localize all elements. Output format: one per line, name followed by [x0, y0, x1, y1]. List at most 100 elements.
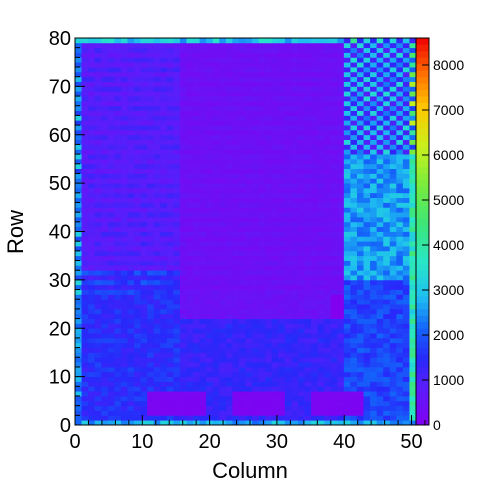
heatmap-cell [186, 304, 194, 310]
heatmap-cell [199, 144, 207, 150]
heatmap-cell [330, 352, 338, 358]
heatmap-cell [225, 333, 233, 339]
heatmap-cell [232, 178, 240, 184]
colorbar-segment [416, 302, 429, 310]
heatmap-cell [330, 250, 338, 257]
heatmap-cell [402, 337, 410, 344]
heatmap-cell [311, 386, 319, 392]
heatmap-cell [199, 391, 207, 397]
heatmap-cell [134, 342, 141, 348]
heatmap-cell [245, 289, 253, 295]
heatmap-cell [232, 328, 240, 334]
heatmap-cell [101, 100, 109, 107]
heatmap-cell [75, 420, 82, 426]
heatmap-cell [114, 144, 122, 150]
heatmap-cell [81, 134, 89, 140]
heatmap-cell [232, 260, 240, 266]
heatmap-cell [363, 328, 371, 334]
heatmap-cell [114, 168, 122, 174]
heatmap-cell [304, 255, 312, 261]
heatmap-cell [94, 246, 102, 252]
heatmap-cell [271, 362, 279, 368]
heatmap-cell [343, 236, 351, 242]
heatmap-cell [337, 284, 345, 290]
heatmap-cell [127, 381, 135, 387]
heatmap-cell [173, 42, 181, 49]
heatmap-cell [324, 38, 332, 44]
heatmap-cell [114, 173, 122, 179]
heatmap-cell [291, 91, 299, 97]
heatmap-cell [127, 47, 135, 53]
heatmap-cell [278, 202, 286, 208]
y-tick-label: 60 [49, 125, 71, 147]
heatmap-cell [166, 52, 174, 58]
heatmap-cell [311, 158, 319, 165]
heatmap-cell [225, 91, 233, 97]
heatmap-cell [147, 178, 155, 184]
heatmap-cell [376, 91, 384, 97]
heatmap-cell [199, 328, 207, 334]
heatmap-cell [396, 415, 404, 421]
heatmap-cell [330, 105, 338, 111]
heatmap-cell [376, 328, 384, 334]
heatmap-cell [120, 275, 128, 281]
heatmap-cell [232, 207, 240, 213]
heatmap-cell [389, 236, 397, 242]
heatmap-cell [107, 270, 115, 276]
heatmap-cell [134, 313, 141, 319]
heatmap-cell [252, 284, 260, 290]
heatmap-cell [317, 241, 325, 247]
heatmap-cell [140, 154, 148, 160]
heatmap-cell [304, 139, 312, 145]
heatmap-cell [402, 81, 410, 87]
heatmap-cell [304, 57, 312, 63]
heatmap-cell [193, 202, 200, 208]
heatmap-cell [147, 362, 155, 368]
heatmap-cell [383, 420, 391, 426]
heatmap-cell [120, 323, 128, 329]
heatmap-cell [199, 207, 207, 213]
heatmap-cell [153, 149, 161, 155]
heatmap-cell [186, 337, 194, 344]
heatmap-cell [140, 144, 148, 150]
heatmap-cell [160, 415, 168, 421]
heatmap-cell [225, 173, 233, 179]
heatmap-cell [383, 415, 391, 421]
heatmap-cell [396, 308, 404, 315]
heatmap-cell [166, 163, 174, 170]
heatmap-cell [166, 192, 174, 199]
heatmap-cell [186, 299, 194, 305]
heatmap-cell [291, 391, 299, 397]
heatmap-cell [114, 42, 122, 49]
heatmap-cell [232, 337, 240, 344]
heatmap-cell [166, 275, 174, 281]
heatmap-cell [258, 246, 266, 252]
heatmap-cell [166, 231, 174, 237]
heatmap-cell [291, 173, 299, 179]
heatmap-cell [160, 125, 168, 131]
heatmap-cell [337, 187, 345, 194]
heatmap-cell [225, 270, 233, 276]
heatmap-cell [350, 236, 358, 242]
heatmap-cell [409, 231, 417, 237]
heatmap-cell [206, 207, 214, 213]
heatmap-cell [356, 371, 364, 378]
heatmap-cell [383, 328, 391, 334]
heatmap-cell [166, 294, 174, 300]
heatmap-cell [376, 391, 384, 397]
heatmap-cell [291, 202, 299, 208]
heatmap-cell [120, 366, 128, 373]
heatmap-cell [75, 62, 82, 68]
heatmap-cell [324, 120, 332, 126]
heatmap-cell [81, 81, 89, 87]
heatmap-cell [304, 226, 312, 232]
heatmap-cell [297, 420, 305, 426]
heatmap-cell [94, 226, 102, 232]
heatmap-cell [81, 129, 89, 136]
heatmap-cell [160, 52, 168, 58]
heatmap-cell [311, 236, 319, 242]
heatmap-cell [140, 197, 148, 203]
heatmap-cell [225, 226, 233, 232]
heatmap-cell [265, 366, 273, 373]
heatmap-cell [370, 352, 378, 358]
